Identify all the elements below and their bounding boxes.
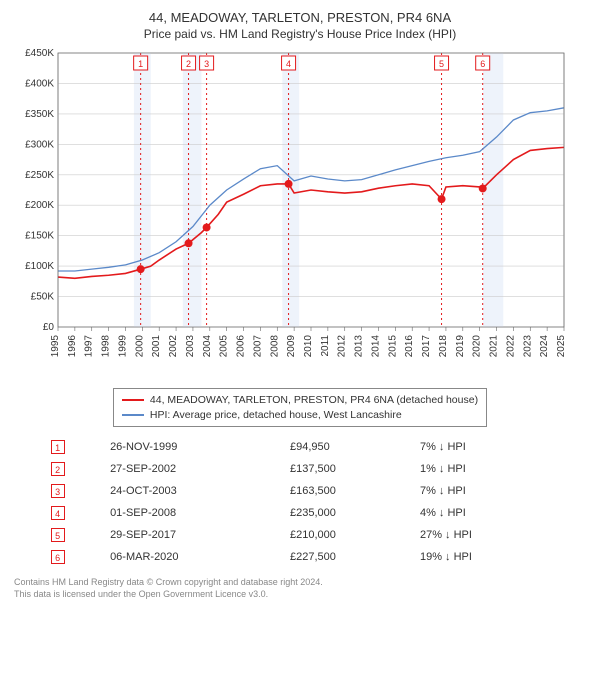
transaction-marker: 4	[51, 506, 65, 520]
footer-line-1: Contains HM Land Registry data © Crown c…	[14, 577, 586, 589]
transaction-row: 4 01-SEP-2008£235,0004% ↓ HPI	[45, 503, 556, 523]
transaction-marker: 2	[51, 462, 65, 476]
svg-text:£300K: £300K	[25, 139, 54, 150]
transaction-row: 3 24-OCT-2003£163,5007% ↓ HPI	[45, 481, 556, 501]
svg-text:1997: 1997	[84, 335, 95, 358]
transaction-price: £163,500	[284, 481, 412, 501]
transaction-date: 01-SEP-2008	[104, 503, 282, 523]
svg-text:2021: 2021	[489, 335, 500, 358]
svg-text:£100K: £100K	[25, 261, 54, 272]
svg-text:£450K: £450K	[25, 48, 54, 59]
svg-text:1999: 1999	[117, 335, 128, 358]
transaction-price: £235,000	[284, 503, 412, 523]
transaction-date: 24-OCT-2003	[104, 481, 282, 501]
transaction-row: 2 27-SEP-2002£137,5001% ↓ HPI	[45, 459, 556, 479]
legend-label: HPI: Average price, detached house, West…	[150, 408, 402, 423]
transaction-delta: 4% ↓ HPI	[414, 503, 555, 523]
svg-text:2018: 2018	[438, 335, 449, 358]
svg-text:2004: 2004	[202, 335, 213, 358]
transaction-row: 1 26-NOV-1999£94,9507% ↓ HPI	[45, 437, 556, 457]
transaction-row: 6 06-MAR-2020£227,50019% ↓ HPI	[45, 547, 556, 567]
transaction-marker: 6	[51, 550, 65, 564]
svg-text:2014: 2014	[370, 335, 381, 358]
svg-text:2025: 2025	[556, 335, 567, 358]
svg-text:£0: £0	[43, 322, 55, 333]
svg-text:£150K: £150K	[25, 231, 54, 242]
svg-text:2002: 2002	[168, 335, 179, 358]
svg-text:2024: 2024	[539, 335, 550, 358]
transaction-row: 5 29-SEP-2017£210,00027% ↓ HPI	[45, 525, 556, 545]
svg-text:2022: 2022	[505, 335, 516, 358]
legend-label: 44, MEADOWAY, TARLETON, PRESTON, PR4 6NA…	[150, 393, 478, 408]
legend-item: HPI: Average price, detached house, West…	[122, 408, 478, 423]
transaction-date: 27-SEP-2002	[104, 459, 282, 479]
svg-text:2010: 2010	[303, 335, 314, 358]
svg-text:2013: 2013	[354, 335, 365, 358]
svg-text:2019: 2019	[455, 335, 466, 358]
svg-text:2015: 2015	[387, 335, 398, 358]
svg-text:£50K: £50K	[31, 292, 55, 303]
price-chart: £0 £50K £100K £150K £200K £250K £300K £350K £400…	[14, 47, 586, 382]
svg-text:2007: 2007	[252, 335, 263, 358]
svg-text:£250K: £250K	[25, 170, 54, 181]
transaction-delta: 7% ↓ HPI	[414, 481, 555, 501]
transaction-delta: 27% ↓ HPI	[414, 525, 555, 545]
svg-text:£400K: £400K	[25, 78, 54, 89]
svg-text:2009: 2009	[286, 335, 297, 358]
footer-line-2: This data is licensed under the Open Gov…	[14, 589, 586, 601]
svg-text:2005: 2005	[219, 335, 230, 358]
transactions-table: 126-NOV-1999£94,9507% ↓ HPI227-SEP-2002£…	[43, 435, 558, 569]
svg-text:2000: 2000	[134, 335, 145, 358]
svg-text:1995: 1995	[50, 335, 61, 358]
transaction-date: 29-SEP-2017	[104, 525, 282, 545]
svg-text:£350K: £350K	[25, 109, 54, 120]
svg-text:2008: 2008	[269, 335, 280, 358]
transaction-marker: 3	[51, 484, 65, 498]
transaction-price: £137,500	[284, 459, 412, 479]
svg-text:2020: 2020	[472, 335, 483, 358]
svg-text:1998: 1998	[101, 335, 112, 358]
svg-text:5: 5	[439, 59, 444, 69]
legend-swatch	[122, 399, 144, 401]
transaction-date: 06-MAR-2020	[104, 547, 282, 567]
transaction-price: £94,950	[284, 437, 412, 457]
transaction-delta: 19% ↓ HPI	[414, 547, 555, 567]
svg-text:2016: 2016	[404, 335, 415, 358]
svg-text:2006: 2006	[236, 335, 247, 358]
svg-text:1: 1	[138, 59, 143, 69]
svg-text:2001: 2001	[151, 335, 162, 358]
legend-item: 44, MEADOWAY, TARLETON, PRESTON, PR4 6NA…	[122, 393, 478, 408]
svg-text:2: 2	[186, 59, 191, 69]
legend-swatch	[122, 414, 144, 416]
svg-text:1996: 1996	[67, 335, 78, 358]
footer-attribution: Contains HM Land Registry data © Crown c…	[14, 577, 586, 600]
svg-text:2023: 2023	[522, 335, 533, 358]
svg-text:2011: 2011	[320, 335, 331, 357]
svg-text:2003: 2003	[185, 335, 196, 358]
transaction-marker: 1	[51, 440, 65, 454]
transaction-delta: 7% ↓ HPI	[414, 437, 555, 457]
svg-text:4: 4	[286, 59, 291, 69]
svg-text:2012: 2012	[337, 335, 348, 358]
transaction-price: £227,500	[284, 547, 412, 567]
transaction-price: £210,000	[284, 525, 412, 545]
chart-svg: £0 £50K £100K £150K £200K £250K £300K £350K £400…	[14, 47, 574, 377]
page-subtitle: Price paid vs. HM Land Registry's House …	[14, 27, 586, 41]
transaction-delta: 1% ↓ HPI	[414, 459, 555, 479]
svg-text:£200K: £200K	[25, 200, 54, 211]
page-title: 44, MEADOWAY, TARLETON, PRESTON, PR4 6NA	[14, 10, 586, 25]
transaction-marker: 5	[51, 528, 65, 542]
svg-text:2017: 2017	[421, 335, 432, 358]
legend: 44, MEADOWAY, TARLETON, PRESTON, PR4 6NA…	[113, 388, 487, 427]
svg-text:3: 3	[204, 59, 209, 69]
transaction-date: 26-NOV-1999	[104, 437, 282, 457]
svg-text:6: 6	[480, 59, 485, 69]
